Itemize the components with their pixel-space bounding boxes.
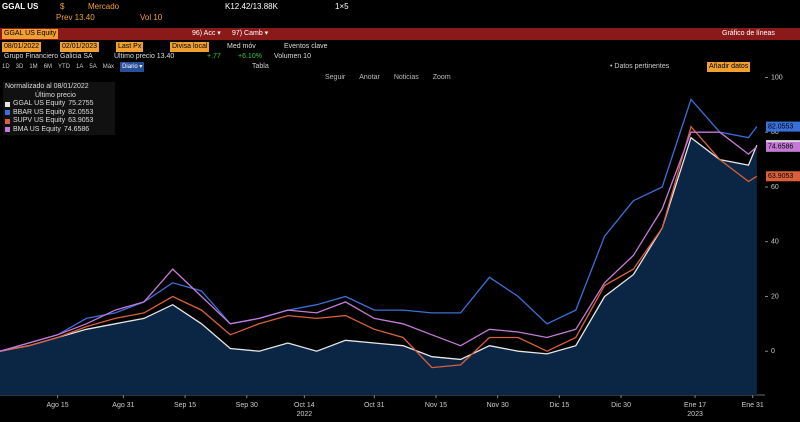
legend-entry[interactable]: BBAR US Equity 82.0553 [5,109,113,118]
legend-label: BMA US Equity [13,125,61,133]
x-year-label: 2023 [687,411,703,418]
field[interactable]: Last Px [116,42,144,52]
legend-value: 63.9053 [68,117,94,124]
area [0,137,757,395]
last-price: Último precio 13.40 [114,53,175,60]
period-button[interactable]: Máx [102,64,115,70]
series-line [0,98,758,352]
legend-label: SUPV US Equity [13,117,66,124]
legend-entry[interactable]: SUPV US Equity 63.9053 [5,117,113,126]
tool-button[interactable]: Anotar [359,74,380,81]
last-value-box [766,171,800,182]
change-pct: +6.10% [238,53,262,60]
frequency[interactable]: Diario ▾ [120,62,145,72]
period-button[interactable]: YTD [58,64,71,70]
legend-value: 75.2755 [68,100,94,107]
moving-avg[interactable]: Med móv [227,43,256,50]
x-tick-label: Dic 30 [611,402,631,409]
legend-swatch [5,101,10,107]
events[interactable]: Eventos clave [284,43,328,50]
period-button[interactable]: 6M [43,64,53,70]
legend-entry[interactable]: BMA US Equity 74.6586 [5,126,113,135]
x-year-label: 2022 [297,411,313,418]
legend-value: 82.0553 [68,108,94,116]
currency: $ [60,2,65,11]
period-button[interactable]: 5A [89,64,97,70]
period-button[interactable]: 1D [2,64,10,70]
x-tick-label: Oct 14 [294,402,315,409]
y-tick-label: 60 [771,184,779,191]
currency-mode[interactable]: Divisa local [170,42,210,52]
volume: Volumen 10 [274,53,311,60]
y-tick-label: 100 [771,74,783,81]
ticker[interactable]: GGAL US [2,2,39,11]
legend-swatch [5,118,10,124]
size: 1×5 [335,2,349,11]
y-tick-label: 20 [771,293,779,300]
change: +.77 [207,53,221,60]
x-tick-label: Dic 15 [549,402,569,409]
legend-label: BBAR US Equity [13,108,66,116]
period-button[interactable]: 1A [76,64,84,70]
legend-entry[interactable]: GGAL US Equity 75.2755 [5,100,113,109]
add-data[interactable]: Añadir datos [707,62,751,72]
table-button[interactable]: Tabla [252,63,269,70]
legend-swatch [5,110,10,116]
period-button[interactable]: 3D [15,64,24,70]
y-tick-label: 80 [771,129,779,136]
camb-menu[interactable]: 97) Camb ▾ [232,30,269,37]
market: Mercado [88,2,120,11]
tool-button[interactable]: Noticias [393,74,419,81]
x-tick-label: Nov 15 [425,402,447,409]
x-tick-label: Oct 31 [364,402,385,409]
x-tick-label: Sep 15 [174,402,196,409]
series-line [0,131,758,352]
last-value-box [766,141,800,152]
tool-bar: Seguir Anotar Noticias Zoom [325,73,451,83]
x-tick-label: Ene 17 [684,402,706,409]
relevant-data[interactable]: • Datos pertinentes [610,63,670,70]
start-date[interactable]: 08/01/2022 [2,42,42,52]
last-value-label: 63.9053 [768,173,793,180]
period-button[interactable]: 1M [29,64,38,70]
legend-value: 74.6586 [63,125,90,133]
legend: Normalizado al 08/01/2022 Último precio … [3,82,115,135]
x-tick-label: Ago 15 [46,402,68,409]
security[interactable]: GGAL US Equity [2,29,59,39]
legend-swatch [5,127,10,133]
toolbar [0,28,800,40]
chart-kind: Gráfico de líneas [722,30,775,37]
x-tick-label: Sep 30 [236,402,258,409]
vol: Vol 10 [140,13,163,22]
end-date[interactable]: 02/01/2023 [60,42,100,52]
y-tick-label: 40 [771,239,779,246]
series-line [0,125,758,369]
prev: Prev 13.40 [56,13,95,22]
acc-menu[interactable]: 96) Acc ▾ [192,30,221,37]
tool-button[interactable]: Zoom [432,74,451,81]
tool-button[interactable]: Seguir [325,74,346,81]
company: Grupo Financiero Galicia SA [4,53,93,60]
legend-subtitle: Último precio [35,91,76,99]
last-value-label: 74.6586 [768,144,793,151]
period-bar: 1D 3D 1M 6M YTD 1A 5A Máx Diario ▾ [2,62,145,72]
quote: K12.42/13.88K [225,2,278,11]
legend-title: Normalizado al 08/01/2022 [5,83,89,90]
x-tick-label: Ene 31 [742,402,764,409]
x-tick-label: Nov 30 [487,402,509,409]
last-value-label: 82.0553 [768,123,793,130]
legend-label: GGAL US Equity [13,100,66,107]
y-tick-label: 0 [771,348,775,355]
x-tick-label: Ago 31 [112,402,134,409]
last-value-box [766,121,800,132]
series-line [0,136,758,361]
